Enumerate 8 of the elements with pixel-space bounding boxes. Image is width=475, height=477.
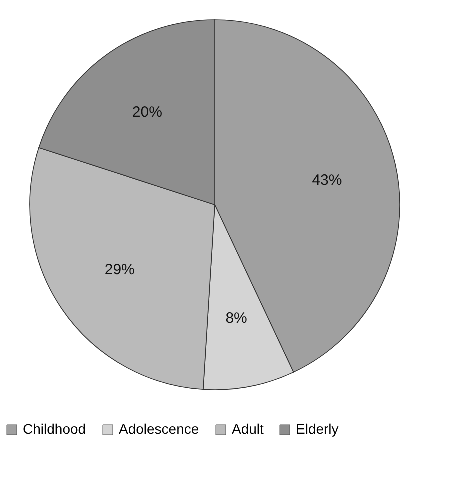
legend-label: Adolescence (119, 421, 200, 437)
legend-label: Adult (232, 421, 264, 437)
data-label: 43% (312, 172, 342, 189)
data-label: 20% (132, 104, 162, 121)
data-label: 29% (104, 262, 135, 279)
legend-label: Childhood (23, 421, 86, 437)
legend-label: Elderly (296, 421, 339, 437)
data-label: 8% (226, 310, 248, 327)
